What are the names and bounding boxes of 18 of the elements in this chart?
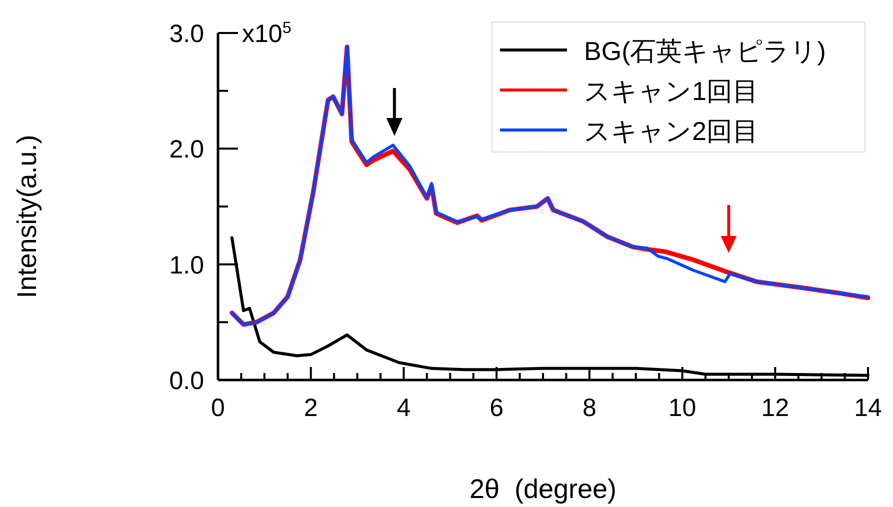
y-tick-label: 3.0	[169, 20, 204, 48]
x-tick-label: 2	[304, 394, 318, 422]
x-tick-label: 6	[490, 394, 504, 422]
y-tick-label: 1.0	[169, 251, 204, 280]
legend-label: BG(石英キャピラリ)	[584, 36, 826, 66]
x-tick-label: 8	[582, 394, 596, 422]
y-tick-label: 0.0	[169, 367, 204, 395]
annotation: x10$^{5}$	[242, 19, 292, 48]
x-tick-label: 10	[668, 394, 696, 422]
x-tick-label: 0	[211, 394, 225, 422]
legend-label: スキャン2回目	[584, 116, 758, 146]
x-tick-label: 14	[854, 394, 882, 422]
x-tick-label: 4	[396, 394, 411, 422]
y-tick-label: 2.0	[169, 136, 204, 164]
x-axis-title: 2θ (degree)	[469, 474, 617, 504]
y-axis-title: Intensity(a.u.)	[12, 134, 42, 298]
legend-label: スキャン1回目	[584, 76, 758, 106]
x-tick-label: 12	[761, 394, 790, 422]
